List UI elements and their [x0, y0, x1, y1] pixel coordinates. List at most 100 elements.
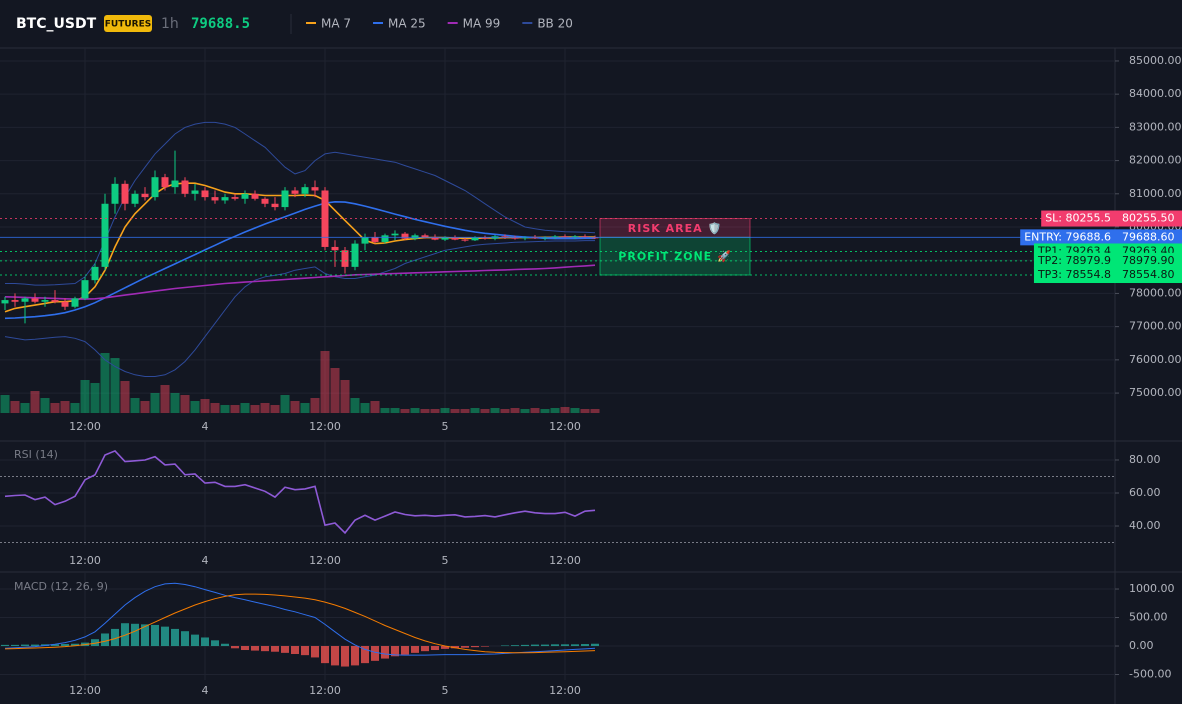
histogram-bar	[31, 644, 39, 647]
y-tick-label: 0.00	[1129, 639, 1154, 652]
volume-bar	[530, 408, 540, 413]
candle-body	[571, 236, 579, 238]
zone-label: RISK AREA 🛡️	[628, 222, 722, 235]
volume-bar	[370, 401, 380, 413]
x-tick-label: 12:00	[549, 684, 581, 697]
volume-bar	[60, 401, 70, 413]
histogram-bar	[421, 646, 429, 652]
volume-bar	[280, 395, 290, 413]
level-label-bg	[1020, 229, 1115, 246]
candle-body	[341, 250, 349, 267]
histogram-bar	[211, 640, 219, 647]
candle-body	[111, 183, 119, 204]
y-tick-label: 40.00	[1129, 519, 1161, 532]
candle-body	[391, 233, 399, 236]
volume-bar	[210, 403, 220, 413]
candle-body	[371, 236, 379, 242]
x-tick-label: 12:00	[69, 554, 101, 567]
candle-body	[261, 198, 269, 204]
volume-bar	[550, 408, 560, 413]
histogram-bar	[511, 645, 519, 647]
histogram-bar	[371, 646, 379, 661]
volume-bar	[50, 403, 60, 413]
legend-label: BB 20	[537, 17, 573, 31]
histogram-bar	[481, 646, 489, 647]
candle-body	[101, 203, 109, 267]
histogram-bar	[191, 634, 199, 647]
volume-bar	[230, 405, 240, 413]
histogram-bar	[161, 626, 169, 647]
histogram-bar	[561, 644, 569, 647]
candle-body	[31, 298, 39, 302]
candle-body	[451, 237, 459, 240]
candle-body	[311, 187, 319, 191]
histogram-bar	[111, 628, 119, 647]
volume-bar	[410, 408, 420, 413]
volume-bar	[500, 409, 510, 413]
candle-body	[471, 237, 479, 241]
candle-body	[161, 177, 169, 188]
candle-body	[421, 235, 429, 237]
x-tick-label: 12:00	[549, 554, 581, 567]
y-tick-label: 85000.00	[1129, 54, 1182, 67]
macd-line	[4, 582, 596, 656]
histogram-bar	[201, 637, 209, 647]
volume-bar	[150, 393, 160, 413]
volume-bar	[320, 351, 330, 413]
volume-bar	[400, 409, 410, 413]
candle-body	[271, 203, 279, 208]
candle-body	[171, 180, 179, 188]
volume-bar	[470, 408, 480, 413]
candle-body	[131, 193, 139, 204]
histogram-bar	[381, 646, 389, 659]
ma-line	[4, 264, 596, 300]
histogram-bar	[91, 639, 99, 647]
candle-body	[81, 280, 89, 299]
x-tick-label: 12:00	[309, 684, 341, 697]
x-tick-label: 4	[202, 554, 209, 567]
legend-label: MA 7	[321, 17, 351, 31]
volume-bar	[560, 407, 570, 413]
histogram-bar	[291, 646, 299, 655]
volume-bar	[480, 409, 490, 413]
x-tick-label: 12:00	[69, 684, 101, 697]
histogram-bar	[71, 643, 79, 647]
candle-body	[191, 190, 199, 194]
level-value-label: 80255.50	[1122, 212, 1175, 225]
y-tick-label: 81000.00	[1129, 187, 1182, 200]
histogram-bar	[411, 646, 419, 653]
candle-body	[401, 233, 409, 239]
y-tick-label: 84000.00	[1129, 87, 1182, 100]
histogram-bar	[521, 644, 529, 647]
volume-bar	[160, 385, 170, 413]
volume-bar	[310, 398, 320, 413]
x-tick-label: 4	[202, 684, 209, 697]
volume-bar	[130, 398, 140, 413]
x-tick-label: 12:00	[69, 420, 101, 433]
level-value-bg	[1115, 210, 1182, 227]
histogram-bar	[391, 646, 399, 657]
candle-body	[511, 237, 519, 239]
volume-bar	[290, 401, 300, 413]
volume-bar	[140, 401, 150, 413]
volume-bar	[340, 380, 350, 413]
candle-body	[241, 193, 249, 199]
x-tick-label: 12:00	[549, 420, 581, 433]
y-tick-label: 76000.00	[1129, 353, 1182, 366]
y-tick-label: 78000.00	[1129, 286, 1182, 299]
candle-body	[431, 236, 439, 240]
volume-bar	[420, 409, 430, 413]
histogram-bar	[341, 646, 349, 667]
candle-body	[1, 300, 9, 304]
histogram-bar	[11, 644, 19, 647]
histogram-bar	[401, 646, 409, 655]
candle-body	[11, 300, 19, 302]
candle-body	[281, 190, 289, 208]
volume-bar	[300, 403, 310, 413]
volume-bar	[190, 401, 200, 413]
histogram-bar	[281, 646, 289, 653]
level-value-label: 78554.80	[1122, 268, 1175, 281]
histogram-bar	[531, 644, 539, 647]
histogram-bar	[271, 646, 279, 652]
y-tick-label: -500.00	[1129, 668, 1171, 681]
